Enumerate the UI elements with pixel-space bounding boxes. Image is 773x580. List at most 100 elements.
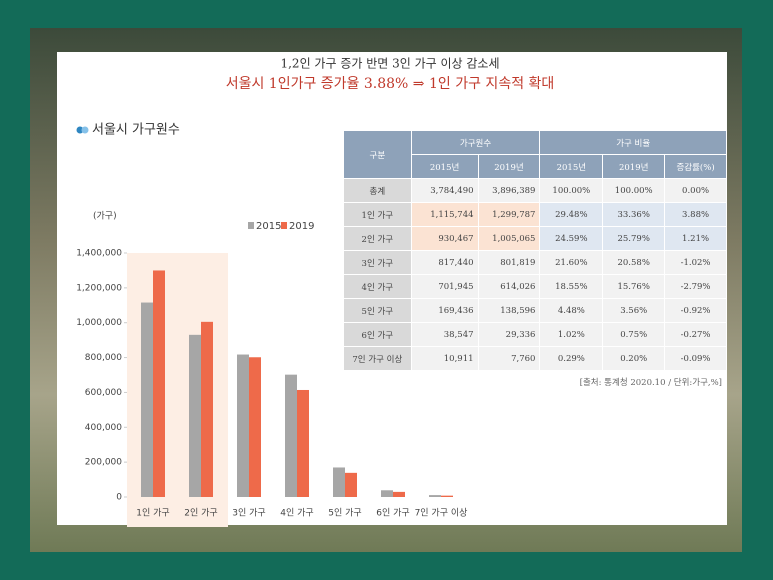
bar [153, 270, 165, 497]
table-cell: 4인 가구 [343, 274, 412, 299]
subtitle: 서울시 1인가구 증가율 3.88% ⇒ 1인 가구 지속적 확대 [226, 76, 555, 92]
table-cell: 7인 가구 이상 [343, 346, 412, 371]
table-row: 2인 가구 930,467 1,005,065 24.59% 25.79% 1.21% [343, 226, 727, 251]
title: 1,2인 가구 증가 반면 3인 가구 이상 감소세 [280, 57, 499, 71]
table-cell: 1.21% [664, 226, 727, 251]
legend-label: 2019 [289, 221, 314, 232]
legend-label: 2015 [256, 221, 281, 232]
table-cell: -0.92% [664, 298, 727, 323]
table-cell: -1.02% [664, 250, 727, 275]
table-cell: 614,026 [477, 274, 541, 299]
table-cell: 18.55% [539, 274, 604, 299]
table-cell: 701,945 [410, 274, 479, 299]
y-axis-label: (가구) [93, 211, 117, 222]
header-row: 구분 가구원수 가구 비율 [343, 130, 727, 179]
x-tick-label: 2인 가구 [184, 508, 217, 519]
table-cell: 3.56% [602, 298, 666, 323]
table-row: 6인 가구 38,547 29,336 1.02% 0.75% -0.27% [343, 322, 727, 347]
table-cell: 100.00% [539, 178, 604, 203]
table-row: 3인 가구 817,440 801,819 21.60% 20.58% -1.02% [343, 250, 727, 275]
table-row: 총계 3,784,490 3,896,389 100.00% 100.00% 0.00% [343, 178, 727, 203]
bar [345, 472, 357, 497]
header-cell: 2019년 [477, 154, 541, 179]
header-cell: 증감률(%) [664, 154, 727, 179]
table-cell: 24.59% [539, 226, 604, 251]
table-cell: 0.75% [602, 322, 666, 347]
x-tick-label: 3인 가구 [232, 508, 265, 519]
table-row: 1인 가구 1,115,744 1,299,787 29.48% 33.36% 3.88% [343, 202, 727, 227]
table-cell: 15.76% [602, 274, 666, 299]
table-row: 5인 가구 169,436 138,596 4.48% 3.56% -0.92% [343, 298, 727, 323]
table-cell: 29.48% [539, 202, 604, 227]
table-cell: 1.02% [539, 322, 604, 347]
header-cell: 가구원수 [410, 130, 541, 155]
table-cell: 5인 가구 [343, 298, 412, 323]
table-cell: 100.00% [602, 178, 666, 203]
bar [381, 490, 393, 497]
header-cell: 2015년 [410, 154, 479, 179]
y-tick-label: 1,000,000 [76, 318, 122, 328]
bar [393, 491, 405, 497]
table-cell: 801,819 [477, 250, 541, 275]
x-tick-label: 4인 가구 [280, 508, 313, 519]
table-cell: 2인 가구 [343, 226, 412, 251]
y-tick-label: 1,400,000 [76, 249, 122, 259]
header-cell: 2019년 [602, 154, 666, 179]
table-cell: 29,336 [477, 322, 541, 347]
bar [441, 495, 453, 497]
x-tick-label: 7인 가구 이상 [415, 508, 468, 519]
bar [189, 334, 201, 497]
table-cell: 1인 가구 [343, 202, 412, 227]
legend-swatch [281, 222, 287, 229]
table-row: 4인 가구 701,945 614,026 18.55% 15.76% -2.79% [343, 274, 727, 299]
bar [297, 389, 309, 497]
y-tick-label: 0 [116, 493, 122, 503]
table-cell: 20.58% [602, 250, 666, 275]
table-cell: 총계 [343, 178, 412, 203]
section-title: 서울시 가구원수 [92, 123, 180, 138]
table-cell: 4.48% [539, 298, 604, 323]
header-cell: 구분 [343, 130, 412, 179]
table-cell: -0.09% [664, 346, 727, 371]
x-tick-label: 1인 가구 [136, 508, 169, 519]
table-cell: 138,596 [477, 298, 541, 323]
table-cell: 3,896,389 [477, 178, 541, 203]
table: 구분 가구원수 가구 비율 2015년 2019년 2015년 2019년 증감률(%) 총계 3… [343, 130, 727, 371]
y-tick-label: 400,000 [85, 423, 122, 433]
table-cell: 25.79% [602, 226, 666, 251]
bar [429, 495, 441, 497]
legend-swatch [248, 222, 254, 229]
table-cell: 3.88% [664, 202, 727, 227]
bar [285, 374, 297, 497]
x-tick-label: 5인 가구 [328, 508, 361, 519]
y-tick-label: 600,000 [85, 388, 122, 398]
bar [201, 321, 213, 497]
header-cell: 2015년 [539, 154, 604, 179]
table-cell: 33.36% [602, 202, 666, 227]
table-cell: 1,005,065 [477, 226, 541, 251]
table-cell: 10,911 [410, 346, 479, 371]
table-cell: 1,115,744 [410, 202, 479, 227]
table-cell: 0.29% [539, 346, 604, 371]
y-tick-label: 1,200,000 [76, 283, 122, 293]
table-cell: 169,436 [410, 298, 479, 323]
bar [249, 357, 261, 497]
bar [141, 302, 153, 497]
table-cell: -2.79% [664, 274, 727, 299]
table-cell: 21.60% [539, 250, 604, 275]
table-cell: 0.20% [602, 346, 666, 371]
bar [237, 354, 249, 497]
bullet [81, 126, 89, 134]
bar [333, 467, 345, 497]
table-cell: 3인 가구 [343, 250, 412, 275]
table-cell: 3,784,490 [410, 178, 479, 203]
table-cell: -0.27% [664, 322, 727, 347]
table-cell: 38,547 [410, 322, 479, 347]
x-tick-label: 6인 가구 [376, 508, 409, 519]
table-cell: 1,299,787 [477, 202, 541, 227]
table-row: 7인 가구 이상 10,911 7,760 0.29% 0.20% -0.09% [343, 346, 727, 371]
table-cell: 930,467 [410, 226, 479, 251]
y-tick-label: 200,000 [85, 458, 122, 468]
